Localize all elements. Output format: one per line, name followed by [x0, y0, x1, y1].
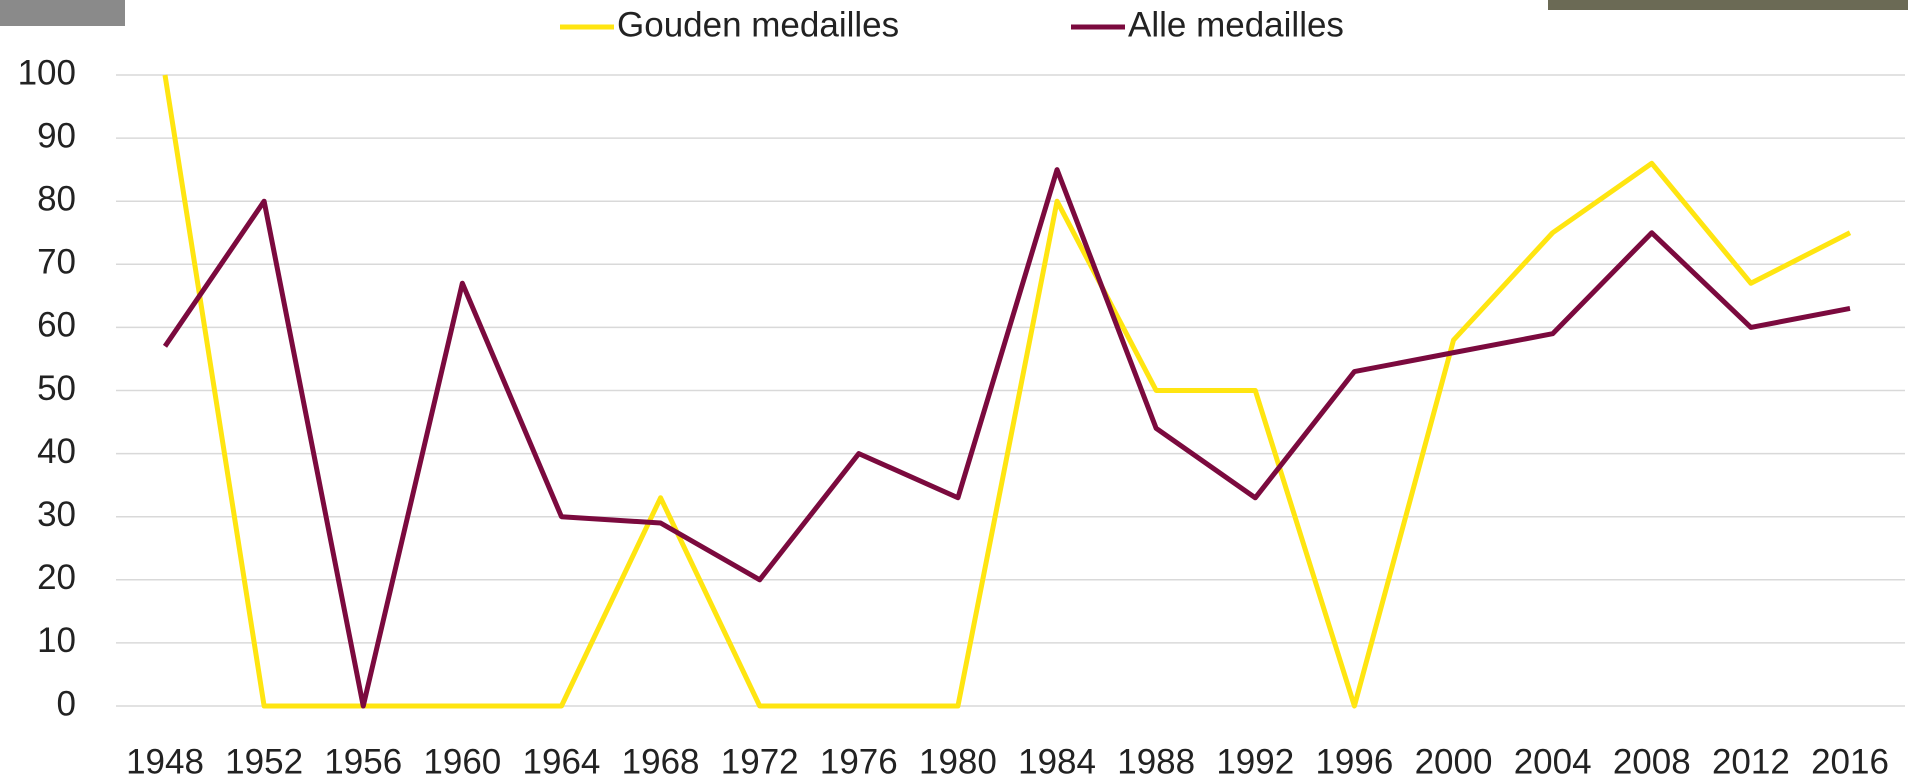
- x-tick-label: 2004: [1514, 742, 1592, 780]
- y-tick-label: 40: [37, 432, 76, 471]
- x-tick-label: 2012: [1712, 742, 1790, 780]
- x-tick-label: 1980: [919, 742, 997, 780]
- y-tick-label: 50: [37, 369, 76, 408]
- x-tick-label: 1988: [1117, 742, 1195, 780]
- x-tick-label: 1960: [423, 742, 501, 780]
- y-tick-label: 0: [57, 684, 76, 723]
- data-line: [165, 170, 1850, 706]
- x-tick-label: 2000: [1415, 742, 1493, 780]
- x-tick-label: 1992: [1216, 742, 1294, 780]
- x-tick-label: 2016: [1811, 742, 1889, 780]
- y-tick-label: 30: [37, 495, 76, 534]
- x-tick-label: 1976: [820, 742, 898, 780]
- y-tick-label: 20: [37, 558, 76, 597]
- x-tick-label: 1968: [622, 742, 700, 780]
- y-tick-label: 10: [37, 621, 76, 660]
- photo-decoration: [0, 0, 125, 26]
- x-tick-label: 1984: [1018, 742, 1096, 780]
- x-tick-label: 1952: [225, 742, 303, 780]
- y-tick-label: 90: [37, 116, 76, 155]
- page: {"chart_data": {"type": "line", "categor…: [0, 0, 1908, 780]
- y-tick-label: 60: [37, 306, 76, 345]
- legend-label: Gouden medailles: [617, 5, 899, 44]
- chart: 0 10 20 30 40 50 60 70 80 90 100 1948 1952 1956 1960 19…: [0, 0, 1908, 780]
- y-tick-label: 80: [37, 179, 76, 218]
- x-tick-label: 1972: [721, 742, 799, 780]
- x-tick-label: 2008: [1613, 742, 1691, 780]
- x-tick-label: 1948: [126, 742, 204, 780]
- x-tick-label: 1996: [1315, 742, 1393, 780]
- legend-label: Alle medailles: [1128, 5, 1344, 44]
- x-tick-label: 1956: [324, 742, 402, 780]
- photo-decoration: [1548, 0, 1908, 10]
- y-tick-label: 70: [37, 243, 76, 282]
- x-tick-label: 1964: [523, 742, 601, 780]
- y-tick-label: 100: [18, 53, 76, 92]
